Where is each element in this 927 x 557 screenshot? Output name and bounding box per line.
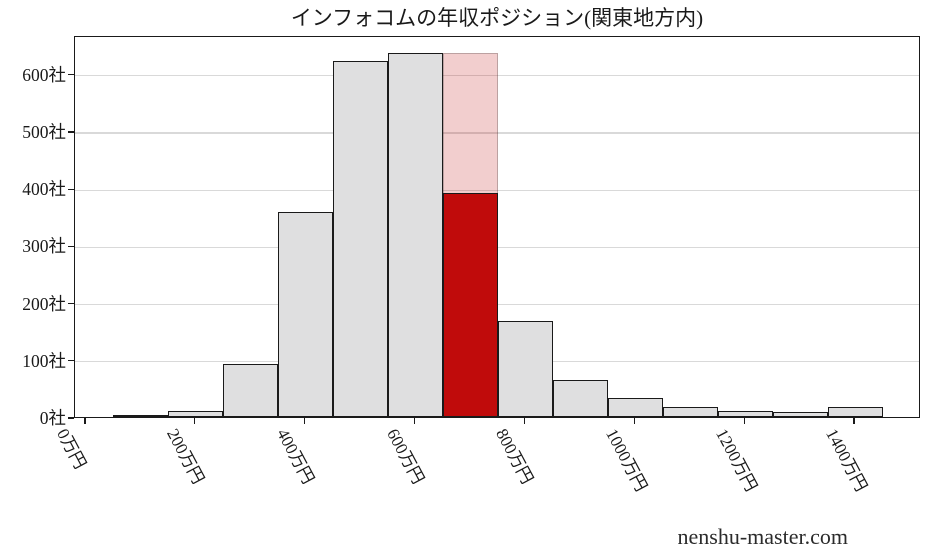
x-tick-label: 800万円 <box>492 425 538 487</box>
x-tick-label: 200万円 <box>162 425 208 487</box>
watermark: nenshu-master.com <box>677 524 848 549</box>
y-tick-label: 400社 <box>22 179 66 200</box>
x-axis-tick <box>84 418 86 424</box>
histogram-bar <box>113 415 169 417</box>
x-tick-label: 1200万円 <box>712 425 762 495</box>
y-tick-label: 500社 <box>22 122 66 143</box>
y-tick-label: 0社 <box>39 408 66 428</box>
histogram-bar <box>827 406 883 417</box>
histogram-bar <box>552 380 608 417</box>
x-axis-tick <box>304 418 306 424</box>
x-axis-tick <box>633 418 635 424</box>
gridline <box>75 189 919 191</box>
x-axis-tick <box>523 418 526 424</box>
x-tick-label: 1000万円 <box>602 425 652 495</box>
histogram-bar <box>168 410 224 417</box>
x-tick-label: 0万円 <box>53 425 90 472</box>
chart-title: インフォコムの年収ポジション(関東地方内) <box>290 6 704 30</box>
x-tick-label: 400万円 <box>272 425 318 487</box>
histogram-bar <box>388 52 444 417</box>
histogram-bar <box>333 60 389 417</box>
y-tick-label: 100社 <box>22 350 66 371</box>
histogram-bar <box>498 320 553 417</box>
histogram-bar <box>772 412 828 417</box>
plot-area <box>74 36 920 418</box>
gridline <box>75 132 919 134</box>
x-axis-tick <box>853 418 855 424</box>
x-tick-label: 600万円 <box>382 425 428 487</box>
x-axis-tick <box>413 418 416 424</box>
company-position-bar <box>443 193 498 417</box>
histogram-bar <box>278 211 334 417</box>
x-axis-tick <box>743 418 745 424</box>
y-tick-label: 600社 <box>22 64 66 85</box>
x-axis-tick <box>194 418 196 424</box>
histogram-bar <box>607 398 663 417</box>
histogram-bar <box>717 410 773 417</box>
gridline <box>75 75 919 77</box>
y-tick-label: 200社 <box>22 293 66 314</box>
histogram-bar <box>662 407 718 417</box>
x-tick-label: 1400万円 <box>822 425 871 495</box>
y-tick-label: 300社 <box>22 236 66 257</box>
histogram-bar <box>223 364 279 417</box>
